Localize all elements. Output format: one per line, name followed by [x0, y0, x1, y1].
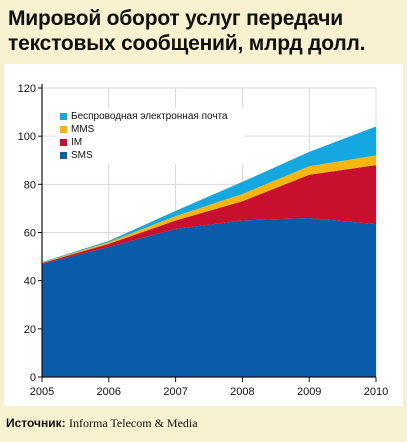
- legend-swatch: [60, 113, 67, 120]
- legend-swatch: [60, 139, 67, 146]
- x-tick-label-2: 2007: [163, 386, 187, 398]
- x-tick-label-1: 2006: [97, 386, 121, 398]
- legend-swatch: [60, 126, 67, 133]
- legend-label: Беспроводная электронная почта: [71, 111, 228, 122]
- series-area-1: [42, 165, 376, 264]
- stacked-area-chart: 0 20 40 60 80 100 120 2005 2006 2007 2008 2009 2010: [18, 83, 389, 398]
- x-tick-label-3: 2008: [230, 386, 254, 398]
- y-tick-label-3: 60: [24, 228, 36, 240]
- y-tick-label-0: 0: [30, 372, 36, 384]
- series-area-2: [42, 155, 376, 264]
- chart-legend: Беспроводная электронная почта MMS IM SMS: [56, 108, 244, 164]
- legend-swatch: [60, 152, 67, 159]
- legend-item: SMS: [60, 149, 240, 162]
- x-tick-label-5: 2010: [364, 386, 388, 398]
- legend-label: MMS: [71, 124, 95, 135]
- legend-item: MMS: [60, 123, 240, 136]
- y-tick-label-6: 120: [18, 83, 36, 95]
- series-area-3: [42, 126, 376, 263]
- legend-item: IM: [60, 136, 240, 149]
- y-tick-label-1: 20: [24, 324, 36, 336]
- chart-title: Мировой оборот услуг передачи текстовых …: [8, 7, 366, 55]
- source-note: Источник: Informa Telecom & Media: [6, 416, 198, 431]
- y-tick-label-5: 100: [18, 131, 36, 143]
- x-tick-label-0: 2005: [30, 386, 54, 398]
- legend-item: Беспроводная электронная почта: [60, 110, 240, 123]
- y-tick-label-2: 40: [24, 276, 36, 288]
- x-tick-label-4: 2009: [297, 386, 321, 398]
- source-value: Informa Telecom & Media: [69, 416, 198, 430]
- source-label: Источник:: [6, 416, 66, 430]
- y-tick-label-4: 80: [24, 179, 36, 191]
- legend-label: SMS: [71, 150, 93, 161]
- legend-label: IM: [71, 137, 83, 148]
- series-area-0: [42, 218, 376, 377]
